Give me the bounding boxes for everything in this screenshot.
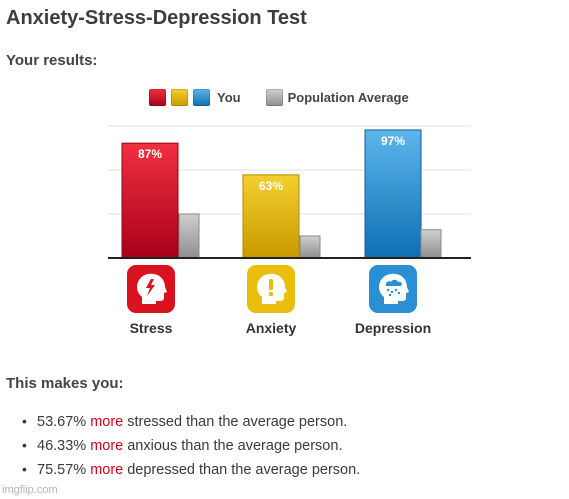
anxiety-sentence: anxious than the average person. bbox=[127, 438, 343, 454]
chart-legend: You Population Average bbox=[149, 87, 409, 107]
more-word: more bbox=[90, 438, 124, 454]
bar-population-depression bbox=[420, 229, 442, 259]
stress-sentence: stressed than the average person. bbox=[127, 414, 348, 430]
legend-swatch-blue bbox=[193, 88, 210, 106]
list-item: • 53.67% more stressed than the average … bbox=[22, 412, 360, 436]
depression-percent: 75.57% bbox=[37, 462, 87, 478]
conclusion-heading: This makes you: bbox=[6, 375, 124, 392]
bar-population-anxiety bbox=[299, 235, 321, 259]
data-label-stress: 87% bbox=[138, 147, 162, 161]
anxiety-percent: 46.33% bbox=[37, 438, 87, 454]
bullet-dot: • bbox=[22, 461, 27, 477]
bar-you-depression bbox=[364, 129, 422, 259]
results-heading: Your results: bbox=[6, 52, 98, 69]
legend-label-you: You bbox=[217, 89, 241, 105]
data-label-anxiety: 63% bbox=[259, 179, 283, 193]
imgflip-watermark: imgflip.com bbox=[2, 484, 58, 496]
stress-percent: 53.67% bbox=[37, 414, 87, 430]
legend-swatch-gray bbox=[265, 88, 283, 106]
bullet-dot: • bbox=[22, 437, 27, 453]
bar-population-stress bbox=[178, 213, 200, 259]
bullet-dot: • bbox=[22, 413, 27, 429]
category-label-anxiety: Anxiety bbox=[245, 320, 297, 336]
more-word: more bbox=[90, 462, 124, 478]
bar-you-stress bbox=[121, 142, 179, 259]
bar-chart: 87% 63% 97% bbox=[108, 125, 471, 259]
bar-you-anxiety bbox=[242, 174, 300, 259]
page-title: Anxiety-Stress-Depression Test bbox=[6, 7, 307, 29]
legend-swatch-red bbox=[149, 88, 166, 106]
depression-sentence: depressed than the average person. bbox=[127, 462, 361, 478]
stress-head-icon bbox=[127, 265, 175, 313]
data-label-depression: 97% bbox=[381, 134, 405, 148]
legend-label-population: Population Average bbox=[287, 89, 409, 105]
anxiety-head-icon bbox=[247, 265, 295, 313]
conclusion-list: • 53.67% more stressed than the average … bbox=[22, 412, 360, 484]
depression-head-icon bbox=[369, 265, 417, 313]
more-word: more bbox=[90, 414, 124, 430]
legend-swatch-yellow bbox=[171, 88, 188, 106]
list-item: • 75.57% more depressed than the average… bbox=[22, 460, 360, 484]
category-label-depression: Depression bbox=[354, 320, 432, 336]
list-item: • 46.33% more anxious than the average p… bbox=[22, 436, 360, 460]
category-label-stress: Stress bbox=[129, 320, 173, 336]
